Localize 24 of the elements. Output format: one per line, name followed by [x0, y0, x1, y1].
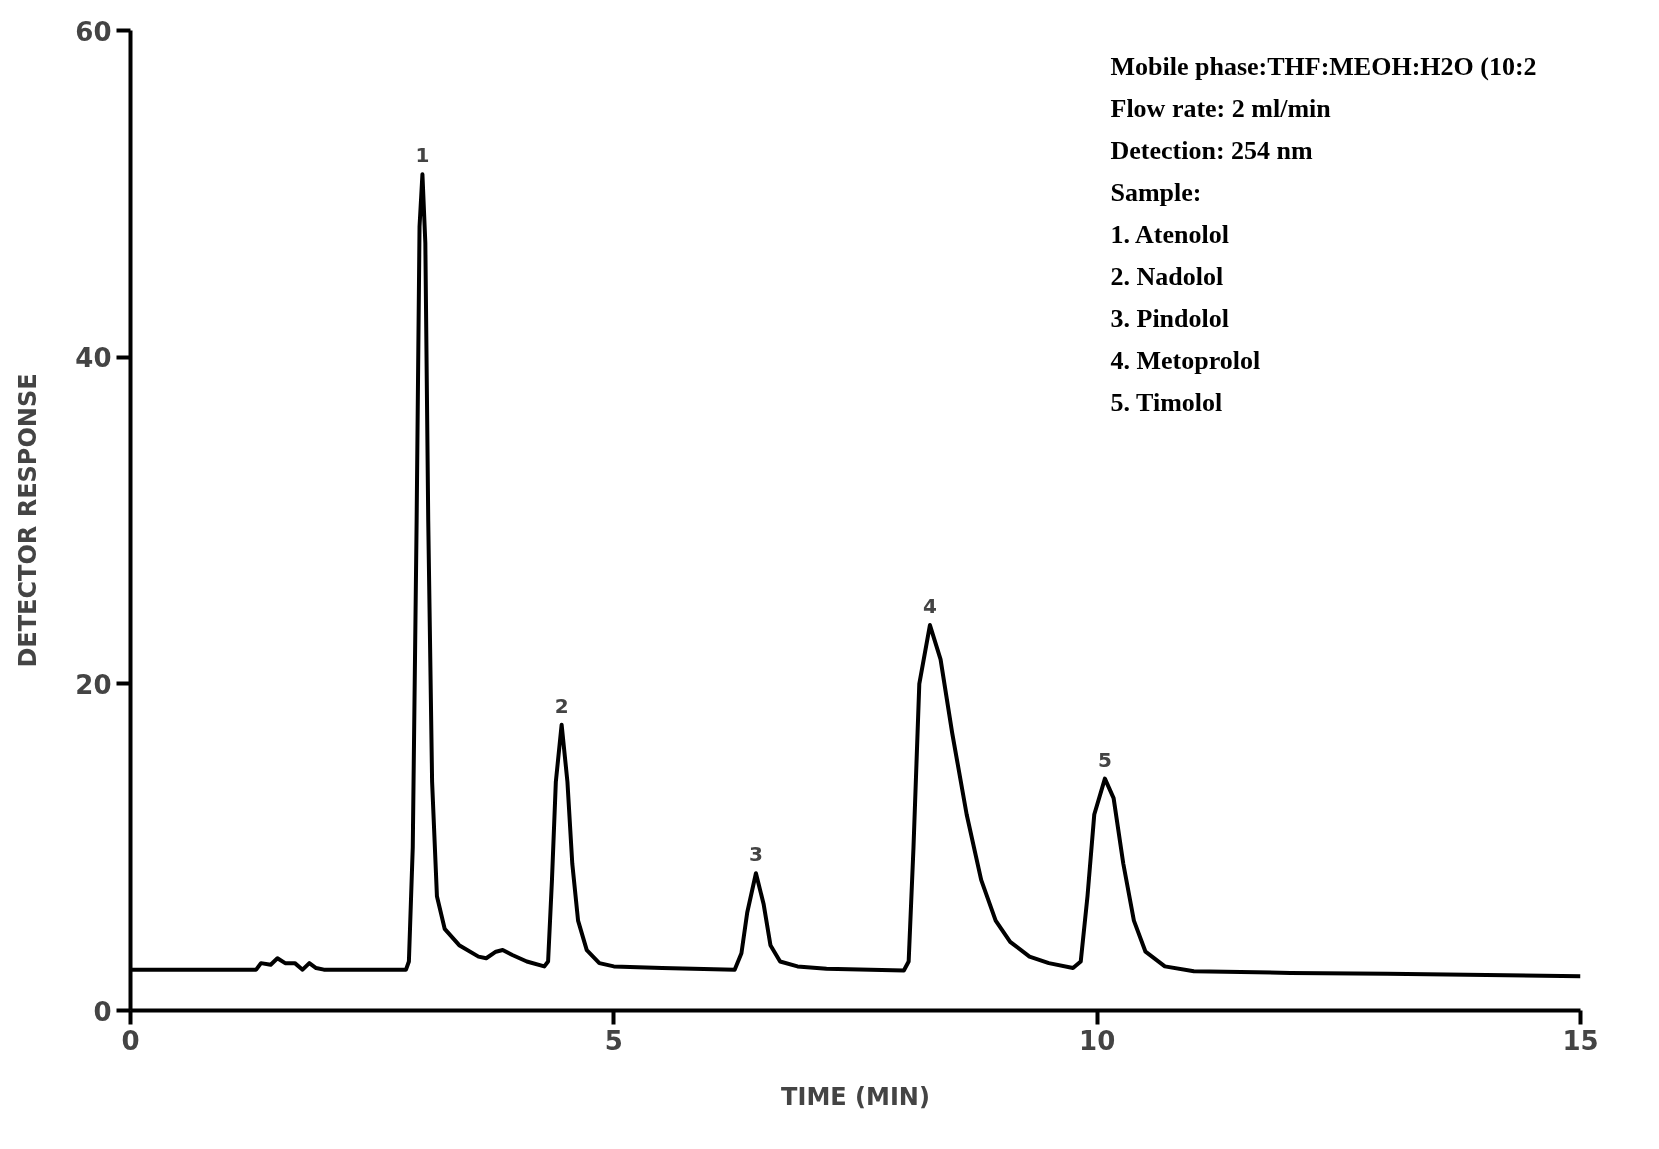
annotation: Mobile phase:THF:MEOH:H2O (10:2: [1110, 51, 1537, 81]
annotation: 3: [748, 842, 763, 867]
x-tick-label: 10: [1079, 1025, 1116, 1056]
annotation: 1. Atenolol: [1110, 219, 1229, 249]
annotation: 5: [1097, 747, 1112, 772]
annotation: 5. Timolol: [1110, 387, 1223, 417]
y-axis-title: DETECTOR RESPONSE: [14, 373, 43, 668]
y-tick-label: 40: [75, 343, 112, 374]
annotation: 2. Nadolol: [1110, 261, 1224, 291]
y-tick-label: 20: [75, 669, 112, 700]
annotation: Flow rate: 2 ml/min: [1110, 93, 1332, 123]
x-axis-title: TIME (MIN): [781, 1082, 930, 1111]
x-tick-label: 5: [604, 1025, 623, 1056]
annotation: Detection: 254 nm: [1110, 135, 1314, 165]
annotation: 3. Pindolol: [1110, 303, 1229, 333]
y-tick-label: 60: [75, 16, 112, 47]
annotation: 4. Metoprolol: [1110, 345, 1261, 375]
x-tick-label: 15: [1562, 1025, 1599, 1056]
annotation: Sample:: [1110, 177, 1202, 207]
annotation: 1: [415, 143, 430, 168]
y-tick-label: 0: [93, 996, 112, 1027]
x-tick-label: 0: [121, 1025, 140, 1056]
annotation: 2: [554, 693, 569, 718]
annotation: 4: [922, 594, 937, 619]
